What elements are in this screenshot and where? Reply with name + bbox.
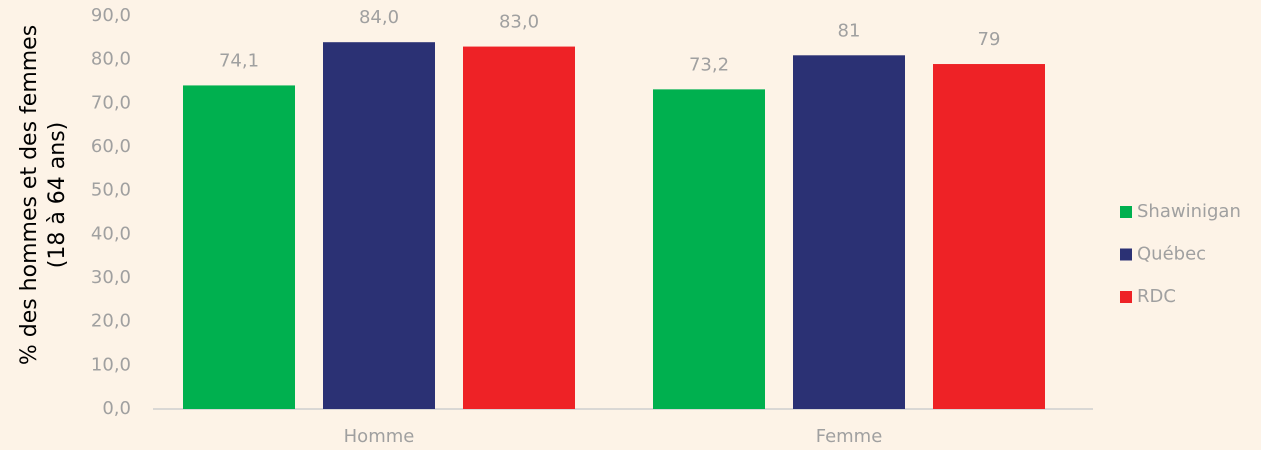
y-tick-label: 80,0 xyxy=(91,49,131,70)
y-tick-label: 60,0 xyxy=(91,136,131,157)
legend-swatch xyxy=(1120,291,1132,303)
value-label: 81 xyxy=(838,20,861,41)
y-tick-label: 10,0 xyxy=(91,354,131,375)
value-label: 73,2 xyxy=(689,54,729,75)
y-axis-title-line: (18 à 64 ans) xyxy=(45,122,70,269)
x-tick-label: Femme xyxy=(816,426,883,447)
y-tick-label: 50,0 xyxy=(91,180,131,201)
bar xyxy=(793,55,905,410)
y-tick-label: 20,0 xyxy=(91,311,131,332)
y-tick-label: 90,0 xyxy=(91,5,131,26)
y-tick-label: 0,0 xyxy=(102,398,131,419)
y-axis-title-line: % des hommes et des femmes xyxy=(17,25,42,365)
bar xyxy=(323,42,435,409)
value-label: 84,0 xyxy=(359,7,399,28)
y-tick-label: 30,0 xyxy=(91,267,131,288)
y-tick-label: 70,0 xyxy=(91,92,131,113)
legend-label: Shawinigan xyxy=(1137,201,1241,222)
value-label: 74,1 xyxy=(219,50,259,71)
x-tick-label: Homme xyxy=(344,426,415,447)
legend-swatch xyxy=(1120,248,1132,261)
legend-swatch xyxy=(1120,206,1132,218)
legend-label: Québec xyxy=(1137,244,1206,265)
value-label: 83,0 xyxy=(499,12,539,33)
legend-label: RDC xyxy=(1137,286,1176,307)
y-tick-label: 40,0 xyxy=(91,223,131,244)
bar xyxy=(933,64,1045,410)
y-axis-title: % des hommes et des femmes (18 à 64 ans) xyxy=(17,25,70,365)
bar xyxy=(183,85,295,410)
value-label: 79 xyxy=(978,29,1001,50)
bar xyxy=(463,46,575,410)
bar xyxy=(653,89,765,410)
